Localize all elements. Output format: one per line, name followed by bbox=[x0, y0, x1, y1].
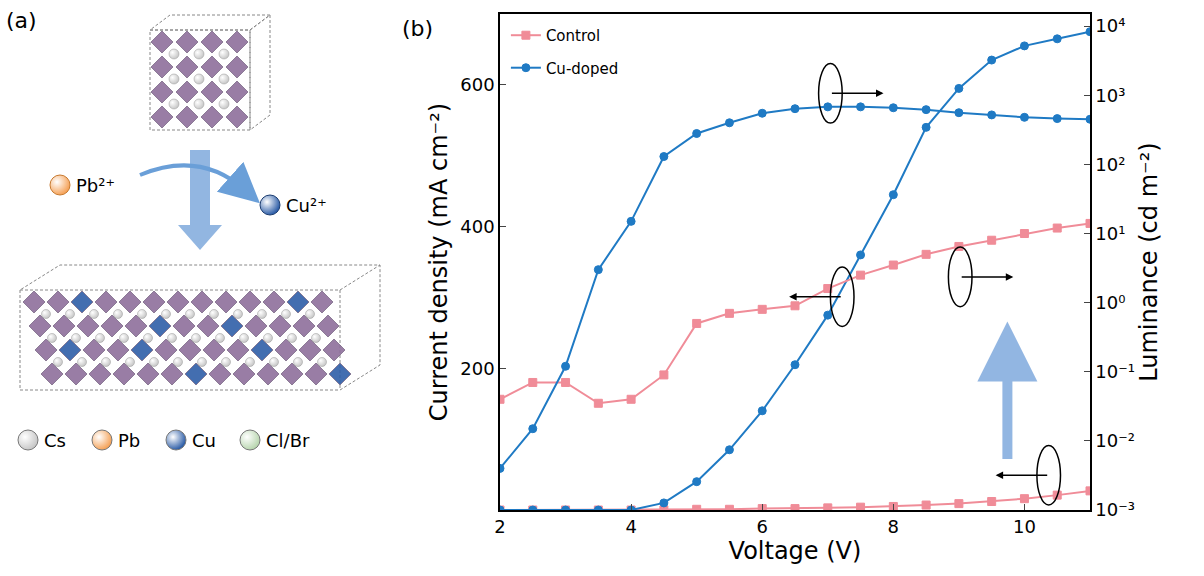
svg-text:Pb²⁺: Pb²⁺ bbox=[76, 175, 115, 196]
svg-text:10⁻²: 10⁻² bbox=[1095, 430, 1135, 451]
svg-text:10⁻³: 10⁻³ bbox=[1095, 499, 1135, 520]
svg-text:200: 200 bbox=[460, 358, 494, 379]
svg-text:Voltage (V): Voltage (V) bbox=[729, 537, 862, 565]
svg-text:10²: 10² bbox=[1095, 154, 1125, 175]
svg-text:Pb: Pb bbox=[118, 430, 140, 451]
svg-text:2: 2 bbox=[494, 516, 505, 537]
svg-text:400: 400 bbox=[460, 216, 494, 237]
svg-text:Control: Control bbox=[546, 27, 600, 45]
svg-text:600: 600 bbox=[460, 74, 494, 95]
svg-text:10⁴: 10⁴ bbox=[1095, 15, 1125, 36]
svg-text:10: 10 bbox=[1013, 516, 1036, 537]
svg-text:10¹: 10¹ bbox=[1095, 223, 1125, 244]
svg-text:10⁻¹: 10⁻¹ bbox=[1095, 361, 1135, 382]
svg-text:Current density (mA cm⁻²): Current density (mA cm⁻²) bbox=[425, 103, 453, 421]
svg-text:4: 4 bbox=[625, 516, 636, 537]
svg-text:(b): (b) bbox=[402, 16, 433, 41]
svg-text:10⁰: 10⁰ bbox=[1095, 292, 1125, 313]
svg-text:6: 6 bbox=[756, 516, 767, 537]
svg-text:Luminance (cd m⁻²): Luminance (cd m⁻²) bbox=[1135, 142, 1163, 381]
svg-text:Cu-doped: Cu-doped bbox=[546, 60, 618, 78]
svg-text:Cs: Cs bbox=[44, 430, 66, 451]
svg-text:(a): (a) bbox=[6, 8, 37, 33]
svg-text:Cu: Cu bbox=[192, 430, 216, 451]
svg-text:10³: 10³ bbox=[1095, 85, 1125, 106]
svg-text:Cu²⁺: Cu²⁺ bbox=[286, 195, 327, 216]
svg-text:8: 8 bbox=[888, 516, 899, 537]
svg-text:Cl/Br: Cl/Br bbox=[266, 430, 310, 451]
